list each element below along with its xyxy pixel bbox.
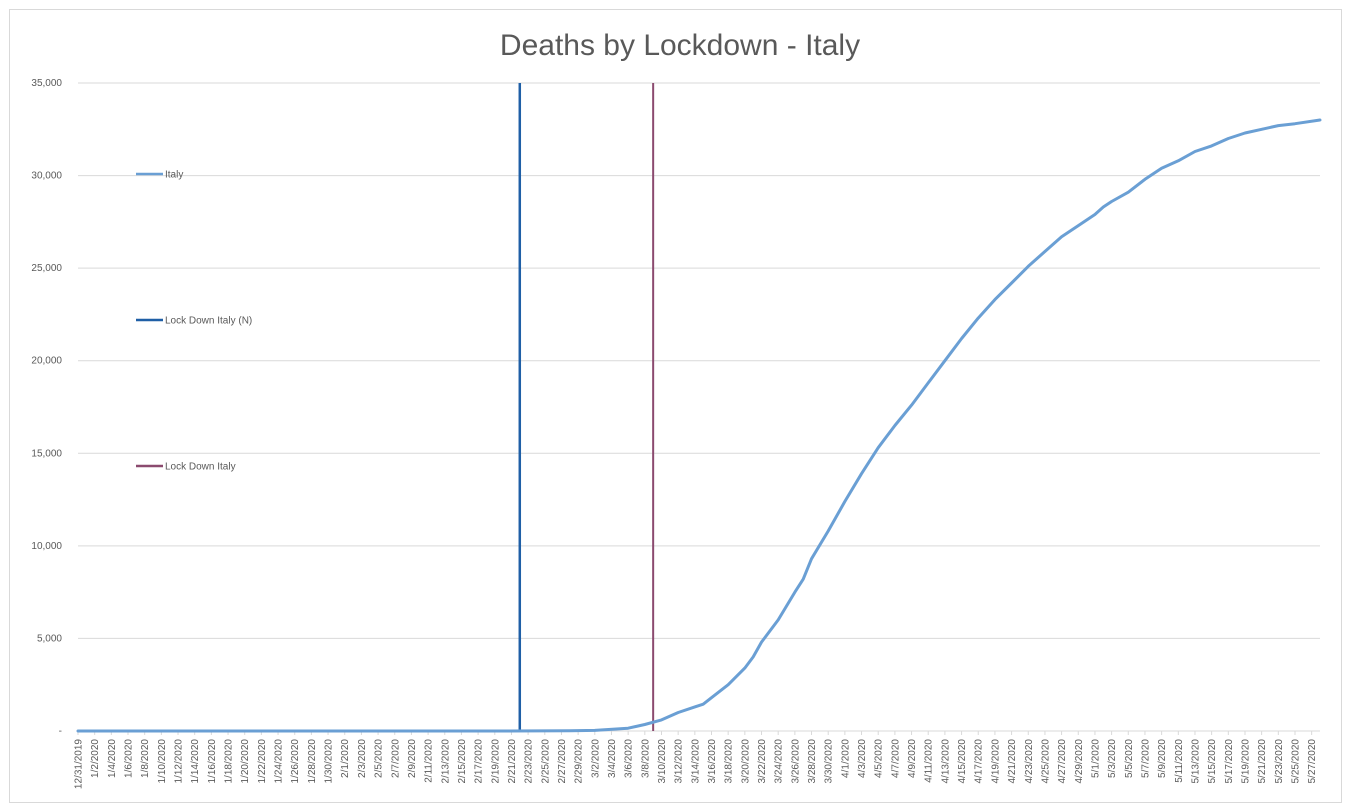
x-tick-label: 3/8/2020: [640, 739, 651, 778]
x-tick-label: 1/26/2020: [290, 739, 301, 784]
x-tick-label: 3/18/2020: [724, 739, 735, 784]
x-tick-label: 4/1/2020: [840, 739, 851, 778]
x-tick-label: 4/21/2020: [1007, 739, 1018, 784]
x-tick-label: 4/27/2020: [1057, 739, 1068, 784]
y-tick-label: 10,000: [31, 541, 62, 552]
x-tick-label: 3/4/2020: [607, 739, 618, 778]
x-tick-label: 1/30/2020: [324, 739, 335, 784]
x-tick-label: 3/22/2020: [757, 739, 768, 784]
x-tick-label: 5/1/2020: [1090, 739, 1101, 778]
x-tick-label: 4/13/2020: [940, 739, 951, 784]
x-tick-label: 5/7/2020: [1140, 739, 1151, 778]
x-tick-label: 2/11/2020: [424, 739, 435, 783]
x-tick-label: 5/25/2020: [1290, 739, 1301, 784]
x-tick-label: 3/30/2020: [824, 739, 835, 784]
x-tick-label: 3/14/2020: [690, 739, 701, 784]
x-tick-label: 4/3/2020: [857, 739, 868, 778]
y-axis-ticks: - 5,000 10,000 15,000 20,000 25,000 30,000 35,0…: [31, 78, 62, 737]
x-tick-label: 5/21/2020: [1257, 739, 1268, 784]
x-tick-label: 1/4/2020: [107, 739, 118, 778]
x-tick-label: 2/7/2020: [390, 739, 401, 778]
x-tick-label: 1/14/2020: [190, 739, 201, 784]
x-tick-label: 2/19/2020: [490, 739, 501, 784]
chart-title: Deaths by Lockdown - Italy: [500, 29, 860, 62]
series-layer: [76, 118, 1322, 733]
x-tick-label: 5/19/2020: [1240, 739, 1251, 784]
x-tick-label: 4/11/2020: [924, 739, 935, 783]
x-tick-label: 1/22/2020: [257, 739, 268, 784]
x-tick-label: 12/31/2019: [74, 739, 85, 789]
x-tick-label: 4/25/2020: [1040, 739, 1051, 784]
legend-label: Italy: [165, 170, 183, 181]
x-tick-label: 2/3/2020: [357, 739, 368, 778]
x-tick-label: 5/5/2020: [1124, 739, 1135, 778]
x-tick-label: 2/9/2020: [407, 739, 418, 778]
y-tick-label: -: [59, 726, 62, 737]
x-tick-label: 1/16/2020: [207, 739, 218, 784]
x-tick-label: 3/16/2020: [707, 739, 718, 784]
x-tick-label: 5/3/2020: [1107, 739, 1118, 778]
legend-label: Lock Down Italy: [165, 462, 236, 473]
x-tick-label: 5/17/2020: [1224, 739, 1235, 784]
x-tick-label: 5/15/2020: [1207, 739, 1218, 784]
x-tick-label: 4/5/2020: [874, 739, 885, 778]
x-tick-label: 3/10/2020: [657, 739, 668, 784]
x-tick-label: 4/7/2020: [890, 739, 901, 778]
x-tick-label: 2/25/2020: [540, 739, 551, 784]
x-tick-label: 1/6/2020: [124, 739, 135, 778]
x-tick-label: 1/20/2020: [240, 739, 251, 784]
x-tick-label: 5/23/2020: [1274, 739, 1285, 784]
x-tick-label: 3/12/2020: [674, 739, 685, 784]
lockdown-markers: [518, 83, 655, 731]
x-tick-label: 4/29/2020: [1074, 739, 1085, 784]
x-tick-label: 5/11/2020: [1174, 739, 1185, 783]
x-tick-label: 4/15/2020: [957, 739, 968, 784]
x-tick-label: 2/1/2020: [340, 739, 351, 778]
y-tick-label: 5,000: [37, 633, 62, 644]
x-tick-label: 1/28/2020: [307, 739, 318, 784]
y-tick-label: 20,000: [31, 356, 62, 367]
x-tick-label: 2/15/2020: [457, 739, 468, 784]
x-tick-label: 4/19/2020: [990, 739, 1001, 784]
y-tick-label: 35,000: [31, 78, 62, 89]
series-line-italy: [76, 118, 1322, 733]
x-tick-label: 1/12/2020: [174, 739, 185, 784]
x-tick-label: 1/24/2020: [274, 739, 285, 784]
x-tick-label: 4/23/2020: [1024, 739, 1035, 784]
x-axis-ticks: 12/31/2019 1/2/2020 1/4/2020 1/6/2020 1/8/20…: [74, 731, 1318, 789]
chart-frame: [9, 9, 1342, 803]
x-tick-label: 1/10/2020: [157, 739, 168, 784]
x-tick-label: 2/29/2020: [574, 739, 585, 784]
x-tick-label: 5/27/2020: [1307, 739, 1318, 784]
x-tick-label: 3/20/2020: [740, 739, 751, 784]
legend: Italy Lock Down Italy (N) Lock Down Italy: [136, 170, 252, 473]
x-tick-label: 3/24/2020: [774, 739, 785, 784]
y-tick-label: 25,000: [31, 263, 62, 274]
x-tick-label: 5/13/2020: [1190, 739, 1201, 784]
x-tick-label: 2/5/2020: [374, 739, 385, 778]
gridlines: [78, 82, 1320, 732]
x-tick-label: 3/28/2020: [807, 739, 818, 784]
x-tick-label: 1/2/2020: [90, 739, 101, 778]
x-tick-label: 1/18/2020: [224, 739, 235, 784]
x-tick-label: 2/17/2020: [474, 739, 485, 784]
x-tick-label: 2/23/2020: [524, 739, 535, 784]
x-tick-label: 2/21/2020: [507, 739, 518, 784]
y-tick-label: 15,000: [31, 448, 62, 459]
x-tick-label: 5/9/2020: [1157, 739, 1168, 778]
x-tick-label: 3/2/2020: [590, 739, 601, 778]
legend-label: Lock Down Italy (N): [165, 316, 252, 327]
x-tick-label: 3/6/2020: [624, 739, 635, 778]
x-tick-label: 2/27/2020: [557, 739, 568, 784]
y-tick-label: 30,000: [31, 171, 62, 182]
x-tick-label: 1/8/2020: [140, 739, 151, 778]
x-tick-label: 4/9/2020: [907, 739, 918, 778]
x-tick-label: 4/17/2020: [974, 739, 985, 784]
x-tick-label: 2/13/2020: [440, 739, 451, 784]
x-tick-label: 3/26/2020: [790, 739, 801, 784]
